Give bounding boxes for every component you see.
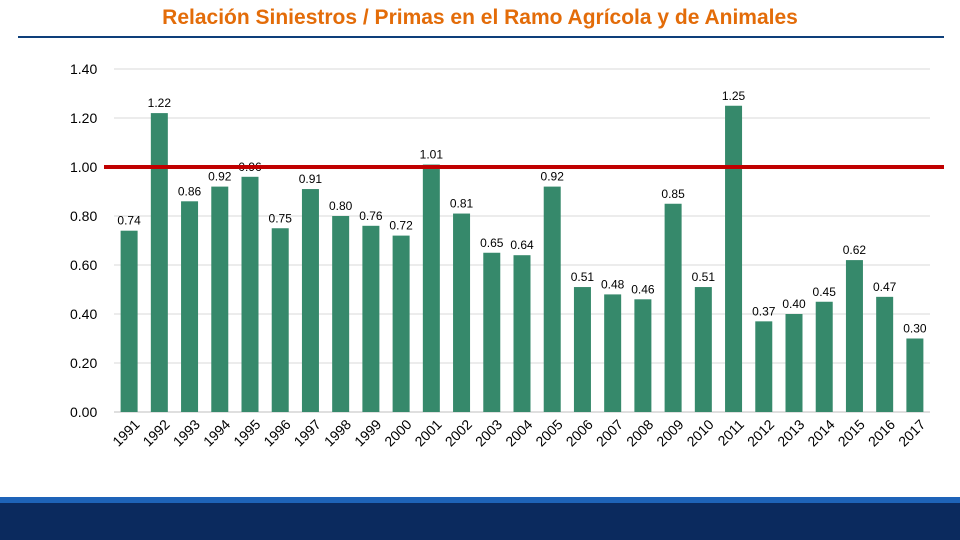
data-label: 0.62 xyxy=(843,243,867,257)
x-tick-label: 2005 xyxy=(532,416,565,449)
footer-stripe xyxy=(0,497,960,503)
bar xyxy=(483,252,501,412)
x-tick-label: 2006 xyxy=(563,416,596,449)
bar xyxy=(876,296,894,412)
bar xyxy=(573,287,591,412)
x-tick-label: 2008 xyxy=(623,416,656,449)
bar xyxy=(785,314,803,412)
bar xyxy=(513,255,531,412)
data-label: 0.74 xyxy=(117,214,141,228)
x-tick-label: 2002 xyxy=(442,416,475,449)
data-label: 0.86 xyxy=(178,184,202,198)
data-label: 0.37 xyxy=(752,304,776,318)
bar xyxy=(392,235,410,412)
data-label: 0.92 xyxy=(208,170,232,184)
y-tick-label: 1.40 xyxy=(70,61,97,77)
x-tick-label: 2007 xyxy=(593,416,626,449)
data-label: 0.80 xyxy=(329,199,353,213)
data-label: 0.65 xyxy=(480,236,504,250)
x-tick-label: 1995 xyxy=(230,416,263,449)
bar xyxy=(332,216,350,412)
bar xyxy=(845,260,863,412)
x-tick-label: 2011 xyxy=(714,416,747,449)
bar xyxy=(271,228,289,412)
x-tick-label: 2012 xyxy=(744,416,777,449)
bar xyxy=(422,164,440,412)
bar xyxy=(664,203,682,412)
bar xyxy=(211,186,229,412)
y-tick-label: 0.00 xyxy=(70,404,97,420)
chart-title: Relación Siniestros / Primas en el Ramo … xyxy=(162,6,798,29)
x-tick-label: 2000 xyxy=(381,416,414,449)
x-tick-label: 1992 xyxy=(139,416,172,449)
x-tick-label: 1994 xyxy=(200,416,233,449)
data-label: 1.01 xyxy=(420,148,444,162)
x-tick-label: 2009 xyxy=(653,416,686,449)
data-label: 0.64 xyxy=(510,238,534,252)
bar xyxy=(181,201,199,412)
data-label: 1.25 xyxy=(722,89,746,103)
data-label: 0.91 xyxy=(299,172,323,186)
bar xyxy=(694,287,712,412)
x-tick-label: 2003 xyxy=(472,416,505,449)
bar-chart: 0.00 0.20 0.40 0.60 0.80 1.00 1.20 1.40 0.74 1991… xyxy=(70,61,944,450)
data-label: 0.76 xyxy=(359,209,383,223)
bar xyxy=(604,294,622,412)
data-label: 0.75 xyxy=(269,211,293,225)
data-label: 0.51 xyxy=(692,270,716,284)
x-tick-label: 1996 xyxy=(260,416,293,449)
x-tick-label: 1991 xyxy=(109,416,142,449)
data-label: 0.40 xyxy=(782,297,806,311)
x-tick-label: 2014 xyxy=(804,416,837,449)
x-tick-label: 2013 xyxy=(774,416,807,449)
y-tick-label: 1.00 xyxy=(70,159,97,175)
bar xyxy=(120,230,138,412)
data-label: 0.92 xyxy=(541,170,565,184)
bar xyxy=(150,113,168,412)
x-tick-label: 2004 xyxy=(502,416,535,449)
y-tick-label: 0.80 xyxy=(70,208,97,224)
data-label: 0.48 xyxy=(601,277,625,291)
data-label: 0.45 xyxy=(813,285,837,299)
y-tick-label: 0.20 xyxy=(70,355,97,371)
data-label: 1.22 xyxy=(148,96,172,110)
bar xyxy=(543,186,561,412)
data-label: 0.46 xyxy=(631,282,655,296)
y-tick-label: 1.20 xyxy=(70,110,97,126)
bar xyxy=(906,338,924,412)
x-tick-label: 2001 xyxy=(411,416,444,449)
x-tick-label: 1999 xyxy=(351,416,384,449)
x-tick-label: 2017 xyxy=(895,416,928,449)
data-label: 0.72 xyxy=(389,219,413,233)
x-tick-label: 1998 xyxy=(321,416,354,449)
data-label: 0.47 xyxy=(873,280,897,294)
y-tick-label: 0.40 xyxy=(70,306,97,322)
bar xyxy=(453,213,471,412)
data-label: 0.51 xyxy=(571,270,595,284)
bar xyxy=(241,176,259,412)
data-label: 0.81 xyxy=(450,197,474,211)
x-tick-label: 2010 xyxy=(683,416,716,449)
bar xyxy=(725,105,743,412)
bar xyxy=(362,225,380,412)
x-tick-label: 2016 xyxy=(865,416,898,449)
x-tick-label: 1997 xyxy=(291,416,324,449)
bar xyxy=(815,301,833,412)
title-underline xyxy=(18,36,944,38)
footer-bar xyxy=(0,497,960,540)
bar xyxy=(301,189,319,412)
bar xyxy=(755,321,773,412)
bar xyxy=(634,299,652,412)
y-tick-label: 0.60 xyxy=(70,257,97,273)
x-tick-label: 1993 xyxy=(170,416,203,449)
data-label: 0.30 xyxy=(903,322,927,336)
x-tick-label: 2015 xyxy=(835,416,868,449)
data-label: 0.85 xyxy=(661,187,685,201)
